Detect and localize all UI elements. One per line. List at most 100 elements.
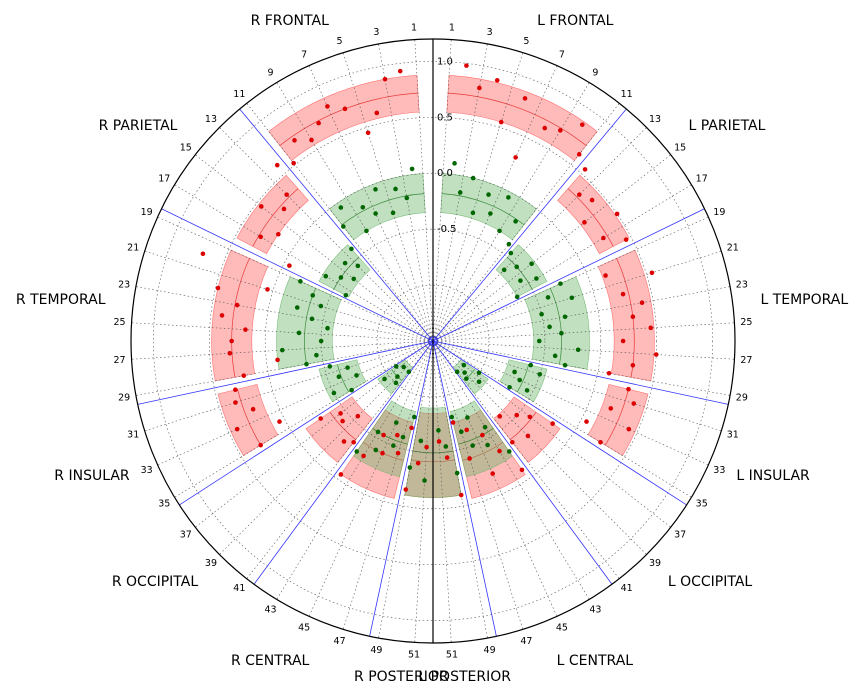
point-green-R-31: [345, 365, 350, 370]
region-boundary: [432, 108, 627, 342]
point-red-R-34: [277, 419, 282, 424]
angular-tick-label: 45: [298, 622, 310, 633]
angular-tick-label: 7: [559, 50, 565, 61]
point-red-L-25: [648, 325, 654, 331]
region-label: L INSULAR: [736, 468, 810, 484]
point-red-L-48: [450, 420, 456, 425]
point-red-R-23: [234, 302, 240, 308]
point-green-L-11: [506, 241, 512, 247]
region-label: L CENTRAL: [557, 653, 634, 669]
region-boundary: [432, 340, 613, 585]
angular-tick-label: 3: [487, 27, 493, 38]
point-green-R-11: [341, 224, 346, 229]
point-green-L-31: [537, 371, 543, 377]
angular-tick-label: 27: [114, 355, 126, 366]
point-green-R-34: [331, 390, 337, 396]
band-mean-green-R-42: [372, 428, 408, 445]
point-green-L-41: [454, 369, 460, 375]
point-green-R-40: [393, 380, 399, 386]
angular-tick-label: 39: [649, 558, 661, 569]
point-red-L-10: [580, 122, 585, 127]
grid-circle: [208, 116, 658, 566]
point-green-L-17: [534, 276, 539, 281]
point-red-R-21: [265, 287, 270, 292]
region-label: R PARIETAL: [99, 118, 178, 134]
point-red-L-31: [631, 401, 637, 406]
point-red-R-28: [275, 357, 280, 363]
point-green-L-10: [513, 219, 518, 224]
point-red-R-24: [219, 313, 225, 318]
angular-tick-label: 5: [337, 36, 343, 47]
angular-tick-label: 3: [373, 27, 379, 38]
point-red-R-2: [397, 68, 403, 74]
point-green-L-36: [476, 370, 482, 376]
angular-tick-label: 49: [484, 645, 496, 656]
region-boundary: [432, 340, 729, 405]
point-green-L-19: [558, 281, 563, 286]
point-red-L-42: [519, 467, 525, 473]
angular-tick-label: 19: [141, 207, 153, 218]
region-boundary: [239, 108, 434, 342]
angular-tick-label: 17: [158, 174, 170, 185]
point-green-R-46: [391, 443, 396, 448]
band-mean-red-R-36: [329, 411, 356, 440]
band-mean-red-L-30: [604, 389, 629, 446]
point-green-R-10: [338, 205, 344, 210]
point-green-R-29: [304, 361, 309, 367]
angular-tick-label: 11: [621, 89, 633, 100]
point-green-L-3: [457, 190, 463, 195]
angular-tick-label: 47: [334, 636, 346, 647]
point-green-R-22: [294, 305, 300, 310]
point-green-R-47: [400, 434, 406, 440]
angular-tick-label: 45: [556, 622, 568, 633]
point-red-L-7: [513, 155, 518, 160]
point-red-R-46: [395, 432, 400, 438]
point-green-R-39: [395, 374, 400, 379]
point-green-R-43: [375, 429, 381, 435]
point-red-L-3: [477, 85, 482, 91]
angular-tick-label: 43: [265, 605, 277, 616]
point-green-L-4: [470, 175, 476, 181]
point-green-R-27: [279, 347, 285, 353]
point-red-R-35: [258, 442, 264, 448]
band-green-R-12: [318, 244, 371, 298]
point-red-R-44: [381, 432, 386, 438]
point-green-L-29: [562, 362, 568, 368]
band-red-L-12: [557, 174, 630, 255]
angular-tick-label: 13: [205, 114, 217, 125]
point-red-L-30: [626, 386, 631, 392]
region-label: L TEMPORAL: [760, 292, 848, 308]
center-hub: [428, 336, 438, 346]
point-green-L-34: [524, 388, 530, 393]
point-red-L-6: [522, 96, 528, 101]
point-red-L-22: [620, 291, 626, 297]
point-red-L-40: [497, 414, 503, 419]
point-red-L-41: [510, 439, 515, 445]
angular-tick-label: 23: [118, 279, 130, 290]
grid-circle: [264, 172, 602, 510]
point-green-L-39: [462, 370, 467, 375]
point-red-L-49: [458, 492, 464, 498]
angular-tick-label: 51: [408, 649, 420, 660]
point-green-R-15: [351, 276, 357, 282]
point-green-L-23: [562, 314, 568, 320]
point-red-R-43: [361, 453, 366, 459]
point-red-R-32: [250, 406, 256, 412]
point-green-R-16: [338, 275, 344, 280]
point-green-L-28: [552, 353, 558, 359]
angular-tick-label: 5: [523, 36, 529, 47]
point-red-R-22: [215, 285, 221, 291]
point-red-R-27: [227, 350, 233, 356]
point-green-L-47: [458, 429, 464, 435]
point-green-R-23: [309, 316, 315, 322]
point-green-R-41: [406, 369, 412, 375]
point-green-L-2: [452, 161, 457, 166]
labels-layer: 1.00.50.0-0.511 3355779911111313151517171…: [16, 13, 848, 685]
point-green-R-24: [325, 325, 330, 331]
point-green-L-32: [512, 369, 517, 375]
angular-tick-label: 19: [713, 207, 725, 218]
point-green-R-42: [354, 449, 360, 454]
point-green-L-42: [506, 449, 512, 454]
region-label: R TEMPORAL: [16, 292, 106, 308]
